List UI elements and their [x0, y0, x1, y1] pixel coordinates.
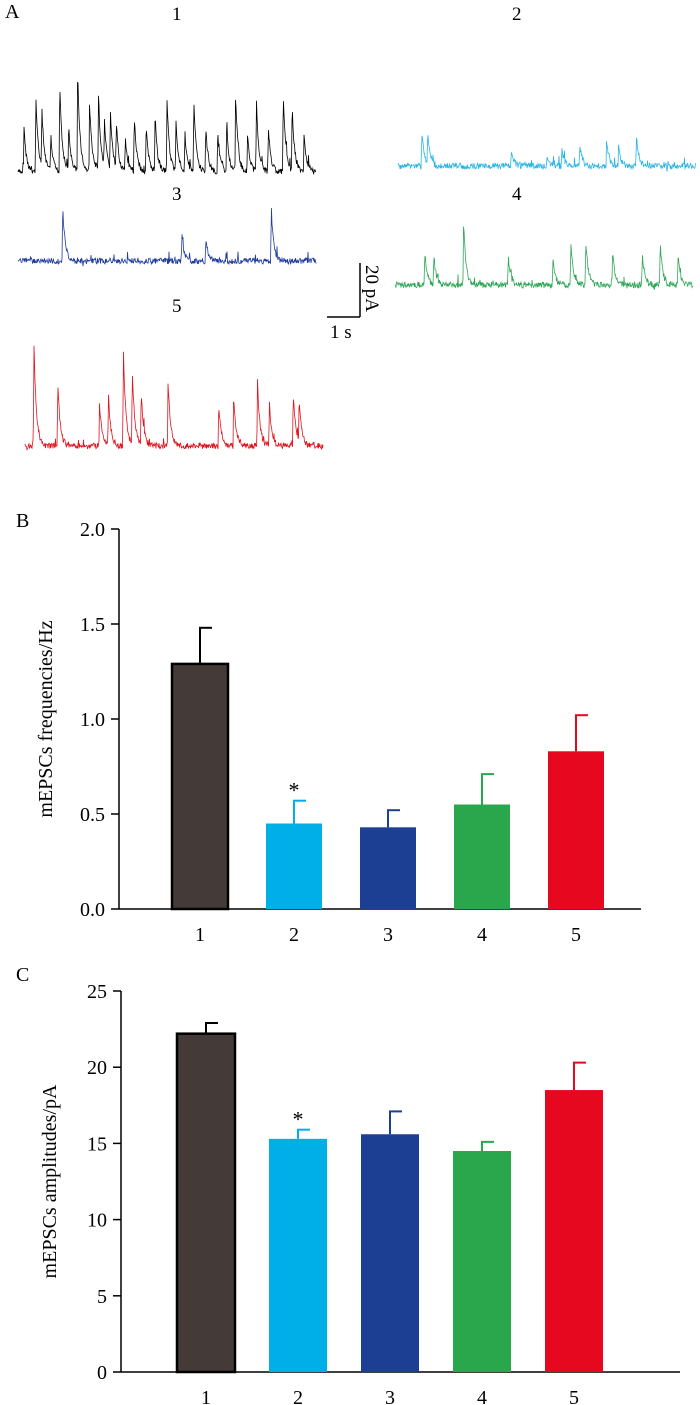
- frequency-bar-chart: 0.0 0.5 1.0 1.5 2.0 mEPSCs frequencies/Hz 1 * 2 3…: [35, 519, 641, 946]
- x-tick-label: 4: [477, 924, 487, 946]
- panel-b: B 0.0 0.5 1.0 1.5 2.0 mEPSCs frequencies/Hz 1 *…: [16, 510, 641, 946]
- y-tick-label: 2.0: [80, 519, 105, 541]
- x-tick-label: 2: [293, 1387, 303, 1405]
- significance-marker: *: [293, 1107, 304, 1132]
- x-tick-label: 3: [383, 924, 393, 946]
- scale-bar: 1 s 20 pA: [327, 263, 382, 343]
- bar-3: [361, 1134, 419, 1372]
- trace-3: [17, 207, 317, 267]
- panel-c: C 0 5 10 15 20 25 mEPSCs amplitudes/pA 1 * 2 3 4 5: [16, 964, 680, 1405]
- bar-1: [175, 1032, 237, 1374]
- x-tick-label: 2: [289, 924, 299, 946]
- trace-5: [24, 345, 324, 451]
- trace-4: [394, 226, 694, 290]
- bar-2: [269, 1138, 327, 1372]
- x-tick-label: 5: [569, 1387, 579, 1405]
- x-tick-label: 4: [477, 1387, 487, 1405]
- y-tick-label: 20: [87, 1057, 107, 1079]
- panel-a-label: A: [5, 1, 20, 23]
- bar-4: [454, 804, 510, 909]
- bar-5: [548, 751, 604, 909]
- trace-label: 5: [172, 296, 182, 317]
- significance-marker: *: [289, 778, 300, 803]
- scale-bar-time-label: 1 s: [330, 322, 352, 343]
- y-tick-label: 1.0: [80, 709, 105, 731]
- y-tick-label: 0: [97, 1362, 107, 1384]
- y-tick-label: 0.0: [80, 899, 105, 921]
- trace-label: 2: [512, 4, 522, 25]
- scale-bar-current-label: 20 pA: [361, 265, 382, 312]
- panel-a: A 1 2 3 4 5 1 s 20 pA: [5, 1, 697, 451]
- bar-2: [266, 823, 322, 909]
- bar-5: [545, 1090, 603, 1372]
- trace-label: 4: [512, 184, 522, 205]
- y-tick-label: 1.5: [80, 614, 105, 636]
- y-tick-label: 5: [97, 1286, 107, 1308]
- y-axis-label: mEPSCs frequencies/Hz: [35, 620, 57, 817]
- x-tick-label: 3: [385, 1387, 395, 1405]
- panel-c-label: C: [16, 964, 29, 986]
- trace-2: [397, 135, 697, 172]
- bar-1: [170, 662, 230, 911]
- x-tick-label: 1: [201, 1387, 211, 1405]
- x-tick-label: 5: [571, 924, 581, 946]
- trace-label: 3: [172, 184, 182, 205]
- y-axis-label: mEPSCs amplitudes/pA: [39, 1084, 61, 1278]
- amplitude-bar-chart: 0 5 10 15 20 25 mEPSCs amplitudes/pA 1 * 2 3 4 5: [39, 981, 680, 1405]
- y-tick-label: 10: [87, 1210, 107, 1232]
- y-tick-label: 15: [87, 1133, 107, 1155]
- panel-b-label: B: [16, 510, 29, 532]
- y-tick-label: 0.5: [80, 804, 105, 826]
- trace-label: 1: [172, 4, 182, 25]
- y-tick-label: 25: [87, 981, 107, 1003]
- bar-4: [453, 1151, 511, 1372]
- x-tick-label: 1: [195, 924, 205, 946]
- trace-1: [17, 81, 317, 176]
- bar-3: [360, 827, 416, 909]
- trace-group: 1 2 3 4 5: [17, 4, 697, 451]
